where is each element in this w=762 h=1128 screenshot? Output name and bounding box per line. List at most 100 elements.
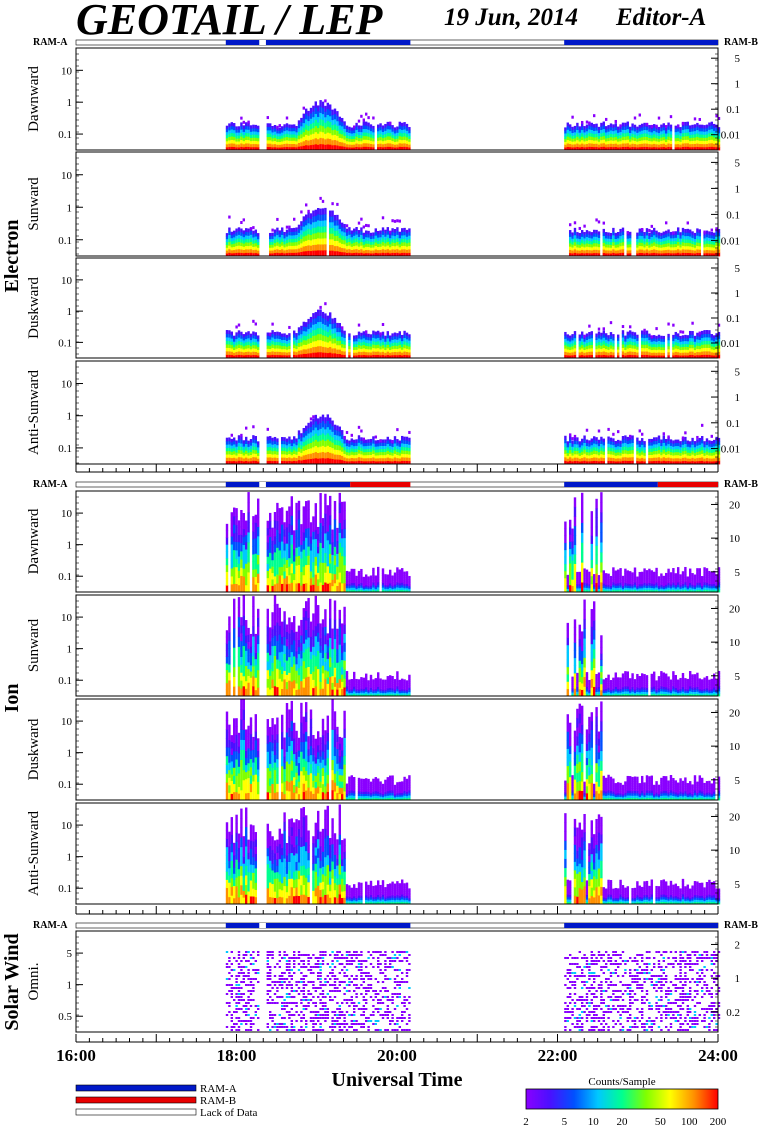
panel-axis-rtick-label: 10 xyxy=(729,637,741,649)
panel-axis-rtick-label: 0.1 xyxy=(726,104,740,116)
panel-axis-rtick-label: 1 xyxy=(735,79,741,91)
panel-axis-rtick-label: 1 xyxy=(735,973,741,985)
x-tick-label: 20:00 xyxy=(377,1046,417,1065)
group-label-ion: Ion xyxy=(1,684,23,713)
ram-bar-solarwind-a-1 xyxy=(564,923,718,928)
ram-bar-electron-right-label: RAM-B xyxy=(724,37,758,48)
panel-frame xyxy=(75,257,719,359)
panel-axis-ltick-label: 1 xyxy=(67,852,73,864)
page-title: GEOTAIL / LEP xyxy=(76,0,383,44)
panel-label: Dawnward xyxy=(26,508,42,574)
panel-axis-ltick-label: 0.1 xyxy=(58,443,72,455)
panel-axis-ltick-label: 0.1 xyxy=(58,129,72,141)
panel-frame xyxy=(75,698,719,801)
panel-axis-ltick-label: 10 xyxy=(61,275,73,287)
panel-axis-ltick-label: 1 xyxy=(67,202,73,214)
panel-axis-ltick-label: 0.1 xyxy=(58,235,72,247)
x-tick-label: 24:00 xyxy=(698,1046,738,1065)
panel-0-duskward-cells xyxy=(225,302,721,359)
colorbar-tick-label: 10 xyxy=(588,1116,600,1128)
legend-swatch xyxy=(75,1096,197,1104)
ram-bar-solarwind-left-label: RAM-A xyxy=(33,920,68,931)
colorbar-tick-label: 200 xyxy=(710,1116,727,1128)
legend-label: Lack of Data xyxy=(200,1107,258,1119)
x-axis-label: Universal Time xyxy=(332,1069,463,1091)
legend-label: RAM-A xyxy=(200,1083,237,1095)
panel-axis-ltick-label: 0.1 xyxy=(58,337,72,349)
x-tick-label: 22:00 xyxy=(538,1046,578,1065)
panel-0-anti-sunward-cells xyxy=(225,414,721,465)
panel-axis-ltick-label: 10 xyxy=(61,170,73,182)
panel-1-duskward-cells xyxy=(225,699,721,801)
panel-axis-ltick-label: 1 xyxy=(67,306,73,318)
ram-bar-electron-a-1 xyxy=(564,40,718,45)
colorbar-title: Counts/Sample xyxy=(588,1076,655,1088)
panel-axis-ltick-label: 1 xyxy=(67,540,73,552)
panel-label: Omni. xyxy=(26,963,42,1001)
x-tick-label: 16:00 xyxy=(56,1046,96,1065)
panel-axis-rtick-label: 20 xyxy=(729,499,741,511)
panel-label: Anti-Sunward xyxy=(26,370,42,455)
colorbar-tick-label: 5 xyxy=(562,1116,568,1128)
panel-1-anti-sunward-cells xyxy=(225,804,721,905)
panel-0-sunward-cells xyxy=(225,196,721,257)
panel-label: Anti-Sunward xyxy=(26,811,42,896)
panel-axis-rtick-label: 0.1 xyxy=(726,418,740,430)
panel-axis-rtick-label: 20 xyxy=(729,603,741,615)
panel-label: Dawnward xyxy=(26,66,42,132)
panel-axis-rtick-label: 0.1 xyxy=(726,209,740,221)
panel-axis-ltick-label: 10 xyxy=(61,65,73,77)
date-label: 19 Jun, 2014 xyxy=(444,4,579,31)
x-tick-label: 18:00 xyxy=(217,1046,257,1065)
panel-axis-rtick-label: 0.01 xyxy=(721,130,740,142)
panel-1-sunward-cells xyxy=(225,595,721,697)
ram-bar-ion-a-0 xyxy=(225,482,351,487)
panel-axis-ltick-label: 10 xyxy=(61,820,73,832)
panel-axis-ltick-label: 10 xyxy=(61,379,73,391)
ram-bar-ion-b-1 xyxy=(657,482,718,487)
panel-axis-ltick-label: 1 xyxy=(67,980,73,992)
colorbar-tick-label: 2 xyxy=(523,1116,529,1128)
group-label-electron: Electron xyxy=(1,220,23,293)
ram-bar-electron-a-0 xyxy=(225,40,411,45)
legend-swatch xyxy=(75,1108,197,1116)
panel-label: Duskward xyxy=(26,277,42,339)
panel-axis-ltick-label: 1 xyxy=(67,748,73,760)
ram-bar-solarwind-a-0 xyxy=(225,923,411,928)
ram-bar-ion-b-0 xyxy=(350,482,411,487)
ram-bar-electron-gap xyxy=(259,40,266,45)
panel-axis-rtick-label: 20 xyxy=(729,811,741,823)
panel-axis-rtick-label: 5 xyxy=(735,879,741,891)
panel-label: Sunward xyxy=(26,177,42,231)
panel-frame xyxy=(75,802,719,905)
panel-axis-rtick-label: 5 xyxy=(735,671,741,683)
colorbar-tick-label: 50 xyxy=(655,1116,667,1128)
panel-axis-rtick-label: 1 xyxy=(735,288,741,300)
panel-0-dawnward-cells xyxy=(225,99,721,151)
panel-axis-rtick-label: 0.1 xyxy=(726,313,740,325)
ram-bar-solarwind-right-label: RAM-B xyxy=(724,920,758,931)
ram-bar-ion-a-1 xyxy=(564,482,658,487)
panel-axis-rtick-label: 0.01 xyxy=(721,338,740,350)
legend-swatch xyxy=(75,1084,197,1092)
ram-bar-ion-right-label: RAM-B xyxy=(724,479,758,490)
panel-1-dawnward-cells xyxy=(225,492,721,593)
ram-bar-ion-left-label: RAM-A xyxy=(33,479,68,490)
panel-axis-rtick-label: 1 xyxy=(735,392,741,404)
colorbar xyxy=(525,1088,719,1110)
panel-axis-ltick-label: 0.5 xyxy=(58,1011,72,1023)
panel-axis-rtick-label: 5 xyxy=(735,263,741,275)
panel-frame xyxy=(75,594,719,697)
panel-axis-ltick-label: 1 xyxy=(67,644,73,656)
panel-axis-rtick-label: 5 xyxy=(735,567,741,579)
panel-axis-rtick-label: 0.01 xyxy=(721,235,740,247)
panel-axis-ltick-label: 10 xyxy=(61,508,73,520)
panel-axis-rtick-label: 10 xyxy=(729,533,741,545)
colorbar-tick-label: 20 xyxy=(617,1116,629,1128)
panel-axis-rtick-label: 0.01 xyxy=(721,444,740,456)
panel-axis-rtick-label: 5 xyxy=(735,157,741,169)
panel-frame xyxy=(75,151,719,257)
panel-axis-ltick-label: 10 xyxy=(61,612,73,624)
panel-2-omni.-cells xyxy=(225,951,721,1031)
ram-bar-solarwind-gap xyxy=(259,923,266,928)
